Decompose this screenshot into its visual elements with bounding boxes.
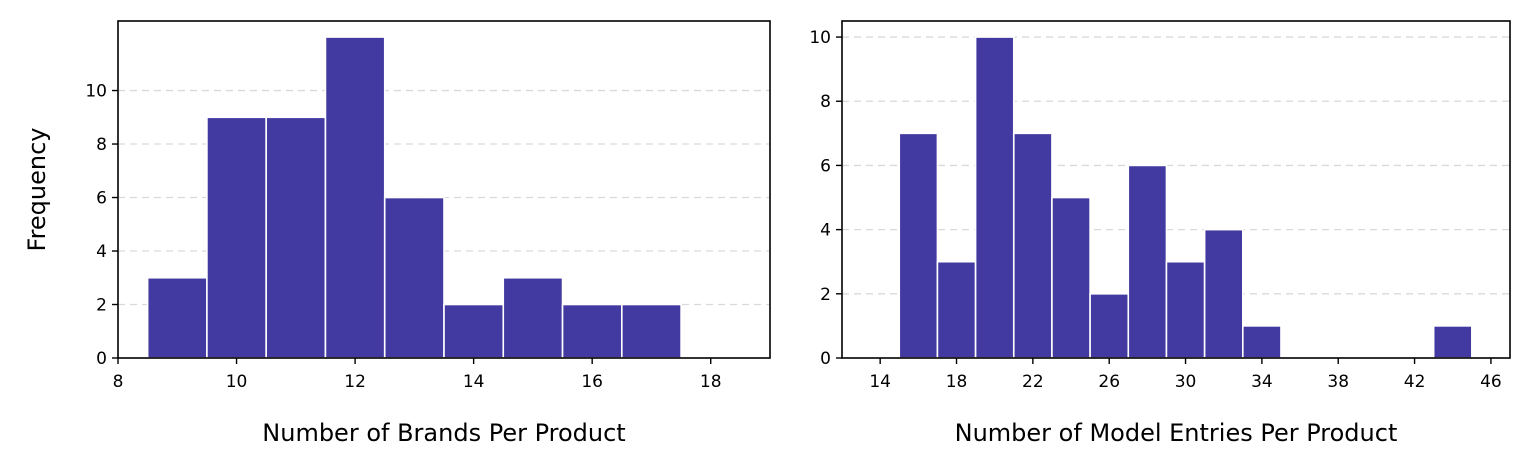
y-tick-label: 6 [96,189,107,209]
histogram-bar [1203,228,1244,359]
y-tick-label: 8 [820,92,831,112]
x-tick-label: 10 [226,372,248,392]
plot-frame [841,20,1511,359]
x-tick-label: 30 [1175,372,1197,392]
x-tick-label: 14 [463,372,485,392]
y-tick-label: 2 [96,296,107,316]
histogram-bar [936,260,977,359]
histogram-bar [1089,293,1130,359]
x-tick-label: 12 [344,372,366,392]
y-tick-label: 6 [820,156,831,176]
histogram-bar [502,276,564,359]
histogram-bar [383,196,445,359]
y-tick-label: 8 [96,135,107,155]
histogram-bar [1165,260,1206,359]
x-tick-label: 18 [946,372,968,392]
histogram-bar [1432,325,1473,359]
x-axis-label: Number of Brands Per Product [262,419,625,447]
y-tick-label: 4 [820,221,831,241]
x-tick-label: 34 [1251,372,1273,392]
x-tick-label: 14 [869,372,891,392]
histogram-bar [206,116,267,359]
plot-frame [117,20,771,359]
histogram-bar [1012,132,1053,359]
histogram-bar [1127,164,1168,359]
x-axis-label: Number of Model Entries Per Product [955,419,1398,447]
histogram-bar [146,276,208,359]
y-tick-label: 0 [96,349,107,369]
x-tick-label: 8 [113,372,124,392]
y-tick-label: 4 [96,242,107,262]
histogram-bar [1242,325,1282,359]
y-axis-label: Frequency [23,128,51,252]
histogram-bar [561,303,623,359]
x-tick-label: 26 [1098,372,1120,392]
histogram-bar [265,116,327,359]
histogram-bar [974,36,1015,359]
y-tick-label: 2 [820,285,831,305]
histogram-bar [1051,196,1091,359]
histogram-bar [443,303,505,359]
y-tick-label: 0 [820,349,831,369]
x-tick-label: 16 [581,372,603,392]
x-tick-label: 38 [1327,372,1349,392]
y-tick-label: 10 [85,82,107,102]
x-tick-label: 18 [700,372,722,392]
histogram-bar [621,303,682,359]
x-tick-label: 46 [1480,372,1502,392]
x-tick-label: 42 [1404,372,1426,392]
histogram-bar [898,132,939,359]
histogram-bar [324,36,386,359]
brands-histogram: 0 2 4 6 8 10 8 10 12 14 16 18 Number of Brands Per P… [23,20,771,447]
x-tick-label: 22 [1022,372,1044,392]
y-tick-label: 10 [809,28,831,48]
